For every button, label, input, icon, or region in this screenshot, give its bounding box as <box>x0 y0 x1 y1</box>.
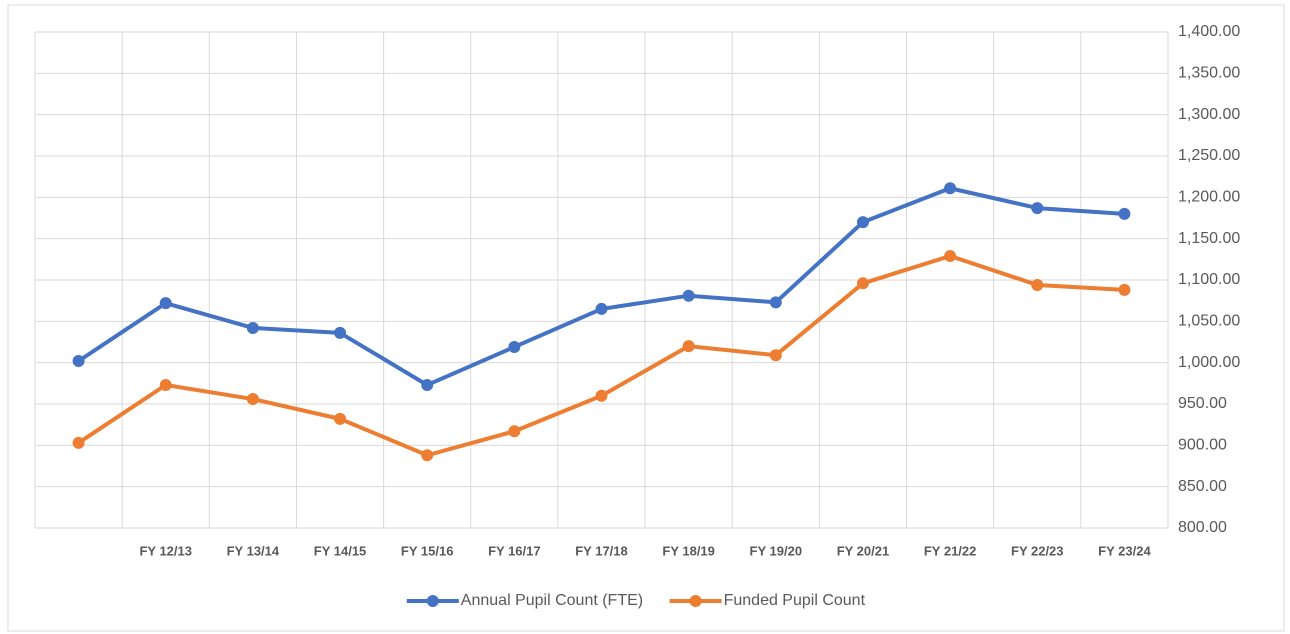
data-point <box>856 277 869 290</box>
legend-label: Funded Pupil Count <box>724 592 866 609</box>
y-tick-label: 900.00 <box>1178 437 1227 454</box>
x-tick-label: FY 18/19 <box>662 543 715 558</box>
y-tick-label: 1,050.00 <box>1178 313 1240 330</box>
y-tick-label: 1,400.00 <box>1178 23 1240 40</box>
data-point <box>334 326 347 339</box>
data-point <box>1031 278 1044 291</box>
data-point <box>595 389 608 402</box>
x-tick-label: FY 15/16 <box>401 543 454 558</box>
data-point <box>246 321 259 334</box>
data-point <box>1118 283 1131 296</box>
data-point <box>769 296 782 309</box>
data-point <box>159 297 172 310</box>
data-point <box>769 349 782 362</box>
y-tick-label: 1,000.00 <box>1178 354 1240 371</box>
y-tick-label: 1,100.00 <box>1178 271 1240 288</box>
data-point <box>682 289 695 302</box>
y-tick-label: 1,350.00 <box>1178 65 1240 82</box>
data-point <box>508 340 521 353</box>
data-point <box>1118 207 1131 220</box>
y-tick-label: 1,300.00 <box>1178 106 1240 123</box>
data-point <box>682 340 695 353</box>
data-point <box>72 436 85 449</box>
y-tick-label: 1,200.00 <box>1178 189 1240 206</box>
x-tick-label: FY 21/22 <box>924 543 977 558</box>
y-tick-label: 950.00 <box>1178 395 1227 412</box>
data-point <box>159 378 172 391</box>
legend-label: Annual Pupil Count (FTE) <box>461 592 643 609</box>
data-point <box>246 393 259 406</box>
y-tick-label: 1,150.00 <box>1178 230 1240 247</box>
x-tick-label: FY 19/20 <box>750 543 803 558</box>
data-point <box>334 412 347 425</box>
y-tick-label: 800.00 <box>1178 519 1227 536</box>
data-point <box>856 216 869 229</box>
x-tick-label: FY 14/15 <box>314 543 367 558</box>
x-tick-label: FY 13/14 <box>227 543 280 558</box>
legend-marker <box>689 595 702 607</box>
data-point <box>421 378 434 391</box>
y-tick-label: 1,250.00 <box>1178 147 1240 164</box>
x-tick-label: FY 22/23 <box>1011 543 1064 558</box>
chart-border <box>7 4 1285 632</box>
x-tick-label: FY 12/13 <box>139 543 192 558</box>
x-tick-label: FY 20/21 <box>837 543 890 558</box>
data-point <box>421 449 434 462</box>
data-point <box>508 425 521 438</box>
x-tick-label: FY 17/18 <box>575 543 628 558</box>
data-point <box>1031 202 1044 215</box>
x-tick-label: FY 16/17 <box>488 543 541 558</box>
legend-marker <box>426 595 439 607</box>
x-tick-label: FY 23/24 <box>1098 543 1151 558</box>
data-point <box>72 355 85 368</box>
data-point <box>944 182 957 195</box>
data-point <box>944 250 957 263</box>
data-point <box>595 302 608 315</box>
y-tick-label: 850.00 <box>1178 478 1227 495</box>
